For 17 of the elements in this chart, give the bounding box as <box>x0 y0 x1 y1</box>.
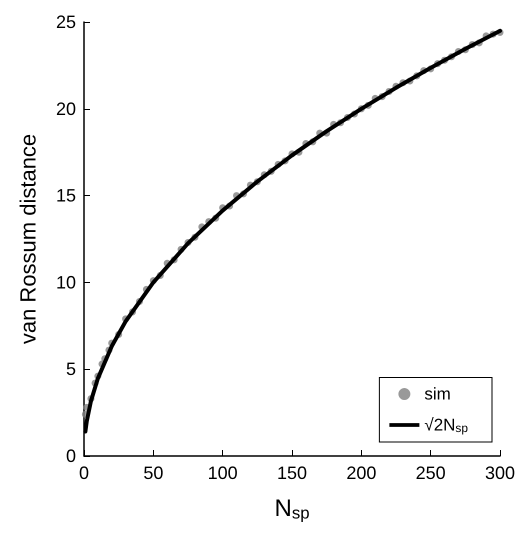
x-tick-label: 200 <box>346 463 376 483</box>
x-tick-label: 250 <box>416 463 446 483</box>
x-tick-label: 300 <box>484 463 516 483</box>
x-axis-title: Nsp <box>274 495 310 522</box>
x-tick-label: 100 <box>208 463 238 483</box>
y-tick-label: 5 <box>66 359 76 380</box>
y-axis-title: van Rossum distance <box>16 134 40 344</box>
y-tick-label: 15 <box>56 186 76 206</box>
legend-label: √2Nsp <box>424 416 468 435</box>
y-tick-label: 10 <box>56 272 76 292</box>
legend-label: sim <box>424 384 451 404</box>
y-tick-label: 20 <box>56 98 76 119</box>
x-tick-label: 150 <box>276 463 308 483</box>
x-tick-label: 50 <box>143 463 164 483</box>
y-tick-label: 25 <box>56 12 76 32</box>
x-tick-label: 0 <box>78 463 90 483</box>
y-tick-label: 0 <box>66 446 76 466</box>
